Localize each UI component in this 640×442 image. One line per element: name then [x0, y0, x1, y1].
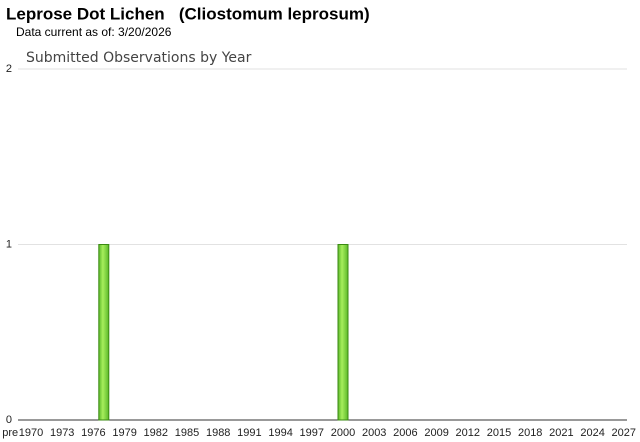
x-tick-label: 1982 — [144, 427, 168, 439]
x-tick-label: 1988 — [206, 427, 230, 439]
x-tick-label: 1985 — [175, 427, 199, 439]
y-tick-label: 0 — [6, 414, 12, 426]
x-tick-label: 2027 — [612, 427, 636, 439]
x-tick-label: 1973 — [50, 427, 74, 439]
bar — [98, 244, 110, 421]
page-subtitle: Data current as of: 3/20/2026 — [16, 25, 172, 39]
x-tick-label: 2015 — [487, 427, 511, 439]
x-tick-label: 1970 — [19, 427, 43, 439]
chart-title: Submitted Observations by Year — [26, 50, 252, 66]
x-tick-label: pre — [2, 427, 18, 439]
x-tick-label: 1997 — [300, 427, 324, 439]
x-tick-label: 1976 — [81, 427, 105, 439]
x-tick-label: 1994 — [268, 427, 292, 439]
x-tick-label: 1991 — [237, 427, 261, 439]
y-tick-label: 1 — [6, 238, 12, 250]
x-tick-label: 2006 — [393, 427, 417, 439]
x-tick-label: 2021 — [549, 427, 573, 439]
x-tick-label: 2018 — [518, 427, 542, 439]
x-tick-label: 2000 — [331, 427, 355, 439]
x-tick-label: 2003 — [362, 427, 386, 439]
y-tick-label: 2 — [6, 63, 12, 75]
x-tick-label: 1979 — [112, 427, 136, 439]
x-tick-label: 2024 — [580, 427, 604, 439]
x-tick-label: 2009 — [424, 427, 448, 439]
x-tick-label: 2012 — [456, 427, 480, 439]
page-title: Leprose Dot Lichen (Cliostomum leprosum) — [6, 4, 370, 23]
bar — [337, 244, 349, 421]
